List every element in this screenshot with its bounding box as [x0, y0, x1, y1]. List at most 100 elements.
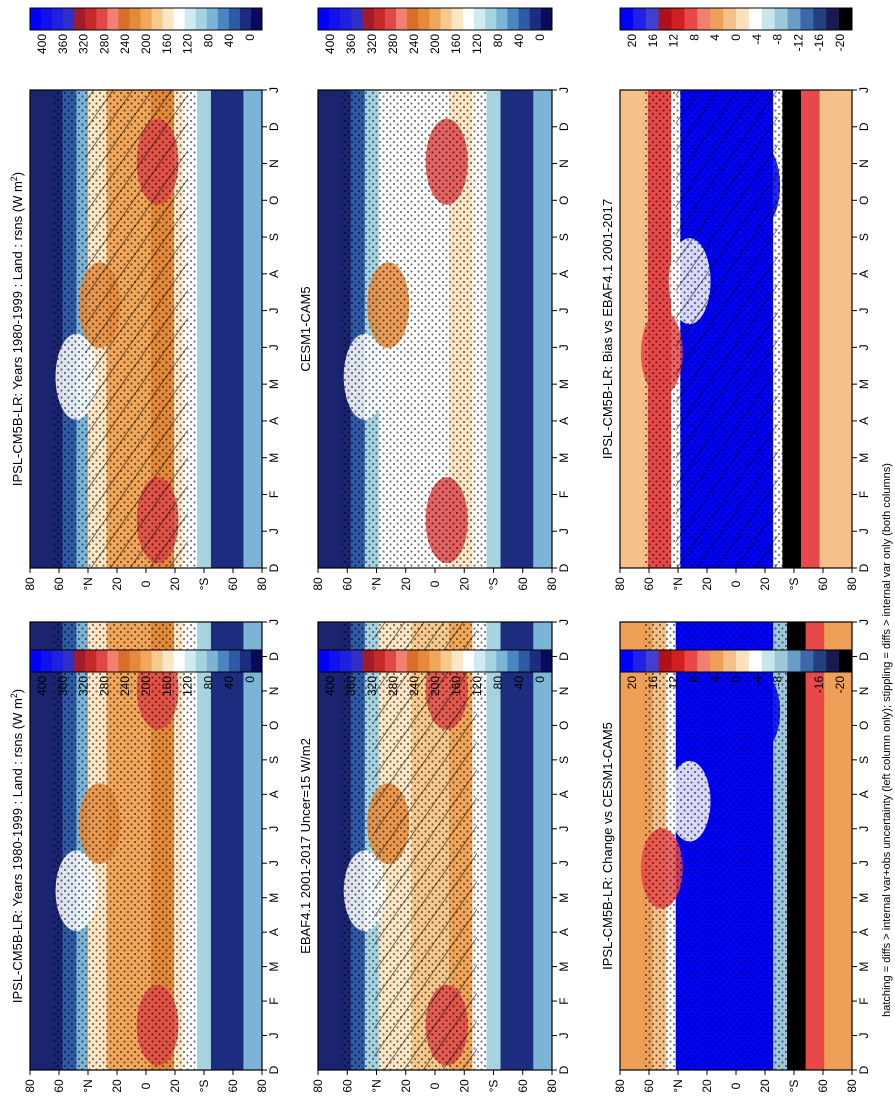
colorbar-swatch — [107, 650, 119, 672]
colorbar-tick-label: 80 — [201, 34, 215, 48]
x-tick-label: J — [857, 860, 871, 866]
colorbar-tick-label: 40 — [222, 34, 236, 48]
y-tick-label: °S — [197, 1080, 211, 1093]
colorbar-swatch — [540, 650, 553, 672]
colorbar-tick-label: 200 — [428, 34, 442, 54]
colorbar-swatch — [839, 8, 853, 30]
y-tick-label: 20 — [399, 1079, 413, 1093]
contour-band — [486, 90, 502, 568]
x-tick-label: F — [267, 997, 281, 1004]
colorbar-swatch — [632, 8, 647, 30]
x-tick-label: M — [267, 379, 281, 389]
colorbar-swatch — [362, 650, 375, 672]
x-tick-label: J — [267, 528, 281, 534]
colorbar-tick-label: 80 — [491, 34, 505, 48]
x-tick-label: J — [557, 308, 571, 314]
contour-band — [243, 622, 263, 1070]
colorbar-swatch — [228, 8, 241, 30]
colorbar-frame — [29, 7, 263, 31]
colorbar-tick-label: 320 — [365, 676, 379, 696]
colorbar-tick-label: 360 — [56, 34, 70, 54]
x-tick-label: M — [857, 962, 871, 972]
colorbar-frame — [619, 7, 853, 31]
colorbar-swatch — [507, 650, 520, 672]
x-tick-label: J — [557, 344, 571, 350]
y-tick-label: 80 — [255, 577, 269, 591]
colorbar-tick-label: 360 — [344, 676, 358, 696]
x-tick-label: J — [267, 860, 281, 866]
colorbar-swatch — [710, 650, 724, 672]
colorbar-swatch — [96, 650, 108, 672]
colorbar-swatch — [774, 650, 789, 672]
y-tick-label: °S — [787, 578, 801, 591]
x-tick-label: D — [857, 1065, 871, 1074]
contour-band — [787, 622, 807, 1070]
colorbar-swatch — [195, 650, 208, 672]
colorbar-swatch — [151, 8, 164, 30]
x-tick-label: J — [857, 308, 871, 314]
colorbar-swatch — [429, 8, 442, 30]
colorbar-swatch — [52, 8, 64, 30]
colorbar-frame — [29, 649, 263, 673]
colorbar-swatch — [529, 8, 542, 30]
y-tick-label: 20 — [399, 577, 413, 591]
colorbar-tick-label: -4 — [750, 34, 764, 45]
contour-band — [197, 622, 212, 1070]
colorbar-swatch — [671, 650, 685, 672]
colorbar-swatch — [620, 650, 634, 672]
colorbar-swatch — [140, 8, 153, 30]
colorbar-swatch — [85, 8, 97, 30]
title-superscript: 2 — [9, 693, 19, 698]
figure-footnote: hatching = diffs > internal var+obs unce… — [881, 463, 893, 1017]
colorbar-swatch — [748, 8, 763, 30]
colorbar-swatch — [774, 8, 789, 30]
colorbar-swatch — [736, 8, 750, 30]
y-tick-label: °N — [81, 1079, 95, 1092]
colorbar-swatch — [407, 8, 419, 30]
x-tick-label: O — [857, 196, 871, 205]
panel-title: CESM1-CAM5 — [298, 286, 313, 371]
colorbar-swatch — [96, 8, 108, 30]
colorbar-tick-label: -16 — [812, 676, 826, 694]
colorbar-tick-label: 200 — [139, 34, 153, 54]
colorbar-swatch — [151, 650, 164, 672]
stippling-overlay — [341, 90, 487, 568]
x-tick-label: D — [267, 563, 281, 572]
colorbar-swatch — [826, 8, 840, 30]
x-tick-label: J — [857, 344, 871, 350]
colorbar-tick-label: 280 — [97, 676, 111, 696]
x-tick-label: S — [267, 233, 281, 241]
colorbar-swatch — [671, 8, 685, 30]
colorbar-swatch — [239, 650, 252, 672]
x-tick-label: M — [857, 893, 871, 903]
colorbar-tick-label: 120 — [181, 34, 195, 54]
colorbar-swatch — [217, 8, 230, 30]
contour-band — [533, 622, 553, 1070]
colorbar-tick-label: 400 — [35, 34, 49, 54]
y-tick-label: 60 — [52, 577, 66, 591]
colorbar-swatch — [440, 8, 453, 30]
colorbar-swatch — [462, 650, 475, 672]
colorbar-swatch — [173, 8, 186, 30]
colorbar-swatch — [710, 8, 724, 30]
colorbar-swatch — [800, 8, 814, 30]
title-main: IPSL-CM5B-LR: Years 1980-1999 : Land : r… — [10, 181, 25, 486]
colorbar-swatch — [684, 650, 698, 672]
colorbar-swatch — [451, 650, 464, 672]
x-tick-label: A — [267, 928, 281, 936]
y-tick-label: 60 — [52, 1079, 66, 1093]
colorbar-swatch — [761, 8, 776, 30]
colorbar-swatch — [839, 650, 853, 672]
contour-band — [824, 622, 853, 1070]
colorbar-swatch — [373, 650, 386, 672]
contour-band — [500, 90, 534, 568]
colorbar-swatch — [239, 8, 252, 30]
x-tick-label: J — [857, 619, 871, 625]
y-tick-label: 80 — [23, 1079, 37, 1093]
hatching-overlay — [374, 622, 478, 1070]
colorbar-tick-label: 4 — [708, 676, 722, 683]
colorbar-swatch — [787, 650, 801, 672]
